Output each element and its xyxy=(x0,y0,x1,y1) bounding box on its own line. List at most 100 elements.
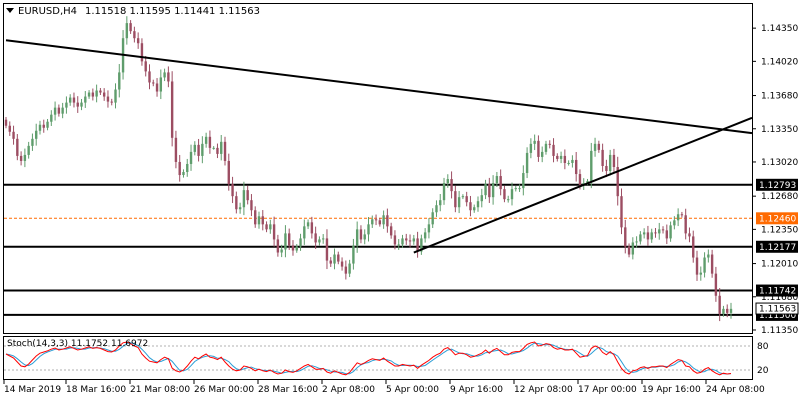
candle-body xyxy=(329,260,332,264)
candle-body xyxy=(76,102,79,107)
candle-body xyxy=(84,96,87,103)
price-tick-label: 1.11680 xyxy=(761,293,798,303)
candle-body xyxy=(355,229,359,246)
candle-body xyxy=(729,308,733,313)
menu-triangle-icon[interactable] xyxy=(6,8,14,13)
candle-body xyxy=(284,233,287,250)
candle-body xyxy=(548,143,551,145)
candle-body xyxy=(378,220,382,225)
candle-body xyxy=(321,238,325,240)
candle-body xyxy=(276,239,280,253)
candle-body xyxy=(401,238,404,245)
candle-body xyxy=(578,174,582,186)
candle-body xyxy=(507,199,510,201)
candle-body xyxy=(106,96,110,102)
candle-body xyxy=(95,90,98,97)
candle-body xyxy=(642,232,646,235)
candle-body xyxy=(61,107,64,114)
candle-body xyxy=(408,240,412,242)
candle-body xyxy=(473,207,476,211)
candle-body xyxy=(295,246,298,251)
candle-body xyxy=(136,38,140,44)
price-tick-label: 1.14020 xyxy=(761,57,798,67)
candle-body xyxy=(442,183,446,201)
candle-body xyxy=(314,233,317,243)
candle-body xyxy=(19,155,23,161)
candle-body xyxy=(461,196,465,198)
candle-body xyxy=(246,190,249,201)
price-tick-label: 1.12680 xyxy=(761,192,798,202)
candle-body xyxy=(114,89,117,103)
candle-body xyxy=(495,176,499,184)
candle-body xyxy=(491,183,495,198)
candle-body xyxy=(280,249,283,253)
candle-body xyxy=(612,154,616,167)
candle-body xyxy=(412,238,416,242)
candle-body xyxy=(714,273,718,296)
candle-body xyxy=(174,137,178,162)
candle-body xyxy=(110,101,113,103)
time-tick-label: 9 Apr 16:00 xyxy=(450,385,503,395)
candle-body xyxy=(593,143,597,151)
price-tick-label: 1.12010 xyxy=(761,260,798,270)
candle-body xyxy=(87,92,91,97)
candle-body xyxy=(726,308,729,313)
time-tick-label: 24 Apr 08:00 xyxy=(706,385,765,395)
ohlc-readout: 1.11518 1.11595 1.11441 1.11563 xyxy=(85,6,260,17)
candle-body xyxy=(193,144,197,152)
candle-body xyxy=(170,81,174,138)
candle-body xyxy=(488,184,491,198)
price-tags: 1.12793 1.12460 1.12177 1.11742 1.115001.115… xyxy=(755,178,799,321)
candle-body xyxy=(27,145,30,155)
candle-body xyxy=(269,224,272,230)
candle-body xyxy=(261,216,264,225)
candle-body xyxy=(325,238,329,261)
candle-body xyxy=(50,114,53,122)
candle-body xyxy=(673,220,676,226)
candle-body xyxy=(189,151,193,164)
candle-body xyxy=(291,245,295,251)
time-tick-label: 18 Mar 16:00 xyxy=(66,385,126,395)
candle-body xyxy=(310,222,314,234)
candle-body xyxy=(646,232,650,240)
candle-body xyxy=(374,219,378,221)
candle-body xyxy=(427,224,431,233)
current-price-tag-box xyxy=(755,302,799,315)
candlesticks xyxy=(4,16,733,322)
candle-body xyxy=(208,136,212,148)
candle-body xyxy=(616,166,619,197)
candle-body xyxy=(352,245,355,264)
candle-body xyxy=(254,210,257,225)
candle-body xyxy=(129,23,132,32)
candle-body xyxy=(65,102,68,108)
candle-body xyxy=(46,121,49,128)
time-tick-label: 14 Mar 2019 xyxy=(4,385,61,395)
candle-body xyxy=(627,246,631,255)
candle-body xyxy=(405,238,408,241)
candle-body xyxy=(722,308,725,314)
candle-body xyxy=(525,152,529,174)
candle-body xyxy=(178,161,181,176)
time-tick-label: 12 Apr 08:00 xyxy=(514,385,573,395)
level-price-tag-box xyxy=(756,284,798,297)
candle-body xyxy=(288,233,291,246)
candle-body xyxy=(140,43,144,62)
level-price-tag-box xyxy=(756,240,798,253)
candle-body xyxy=(669,225,672,239)
candle-body xyxy=(574,159,578,175)
time-tick-label: 21 Mar 08:00 xyxy=(130,385,190,395)
candle-body xyxy=(155,83,159,92)
stoch-level-label: 80 xyxy=(757,342,769,352)
candle-body xyxy=(540,151,544,157)
candle-body xyxy=(389,226,393,236)
candle-body xyxy=(639,234,642,242)
stoch-label: Stoch(14,3,3) 11.1752 11.6972 xyxy=(7,339,148,349)
candle-body xyxy=(80,102,83,107)
candle-body xyxy=(152,82,155,84)
candle-body xyxy=(12,131,15,139)
candle-body xyxy=(450,179,453,192)
candle-body xyxy=(99,90,102,93)
candle-body xyxy=(231,184,234,197)
ask-price-tag-label: 1.12460 xyxy=(759,214,796,224)
